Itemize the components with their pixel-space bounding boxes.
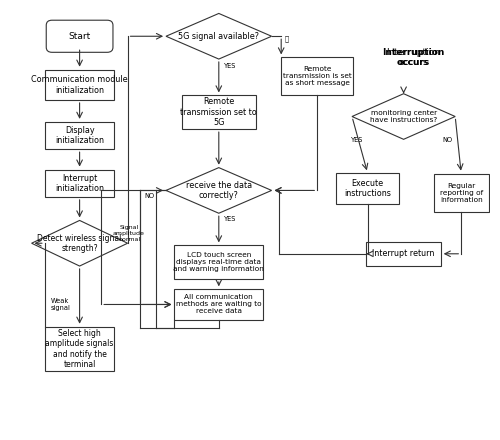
Bar bbox=[366, 242, 441, 266]
Text: YES: YES bbox=[224, 216, 236, 222]
Bar bbox=[45, 70, 114, 100]
Text: Detect wireless signal
strength?: Detect wireless signal strength? bbox=[38, 234, 122, 253]
Text: Remote
transmission set to
5G: Remote transmission set to 5G bbox=[180, 97, 257, 127]
Bar bbox=[174, 289, 263, 320]
Text: 5G signal available?: 5G signal available? bbox=[178, 32, 260, 41]
Text: Interrupt return: Interrupt return bbox=[372, 249, 435, 258]
Polygon shape bbox=[166, 14, 272, 59]
FancyBboxPatch shape bbox=[46, 20, 113, 52]
Text: Interrupt
initialization: Interrupt initialization bbox=[55, 173, 104, 193]
Bar bbox=[45, 326, 114, 371]
Text: Remote
transmission is set
as short message: Remote transmission is set as short mess… bbox=[283, 66, 352, 86]
Text: NO: NO bbox=[442, 137, 453, 143]
Bar bbox=[434, 173, 489, 212]
Text: Select high
amplitude signals
and notify the
terminal: Select high amplitude signals and notify… bbox=[46, 329, 114, 369]
Text: All communication
methods are waiting to
receive data: All communication methods are waiting to… bbox=[176, 294, 262, 315]
Text: Signal
amplitude
normal: Signal amplitude normal bbox=[113, 225, 145, 242]
Polygon shape bbox=[352, 94, 455, 139]
Text: NO: NO bbox=[144, 193, 154, 199]
Polygon shape bbox=[32, 220, 128, 266]
Text: receive the data
correctly?: receive the data correctly? bbox=[186, 181, 252, 200]
Text: Display
initialization: Display initialization bbox=[55, 126, 104, 145]
Text: Execute
instructions: Execute instructions bbox=[344, 179, 391, 198]
Text: Weak
signal: Weak signal bbox=[50, 298, 70, 311]
Text: Regular
reporting of
information: Regular reporting of information bbox=[440, 183, 483, 202]
Text: Interruption
occurs: Interruption occurs bbox=[386, 48, 440, 67]
Bar bbox=[174, 246, 263, 279]
Text: 否: 否 bbox=[284, 35, 288, 42]
Text: Communication module
initialization: Communication module initialization bbox=[32, 75, 128, 95]
Bar bbox=[45, 169, 114, 197]
Text: Start: Start bbox=[68, 32, 90, 41]
Text: YES: YES bbox=[352, 137, 364, 143]
Bar bbox=[182, 95, 256, 129]
Bar bbox=[45, 122, 114, 149]
Text: LCD touch screen
displays real-time data
and warning information: LCD touch screen displays real-time data… bbox=[174, 252, 264, 272]
Polygon shape bbox=[166, 168, 272, 213]
Text: Interruption
occurs: Interruption occurs bbox=[382, 48, 444, 67]
Text: YES: YES bbox=[224, 63, 236, 69]
Text: monitoring center
have instructions?: monitoring center have instructions? bbox=[370, 110, 437, 123]
Bar bbox=[336, 173, 399, 204]
Bar bbox=[281, 57, 353, 95]
